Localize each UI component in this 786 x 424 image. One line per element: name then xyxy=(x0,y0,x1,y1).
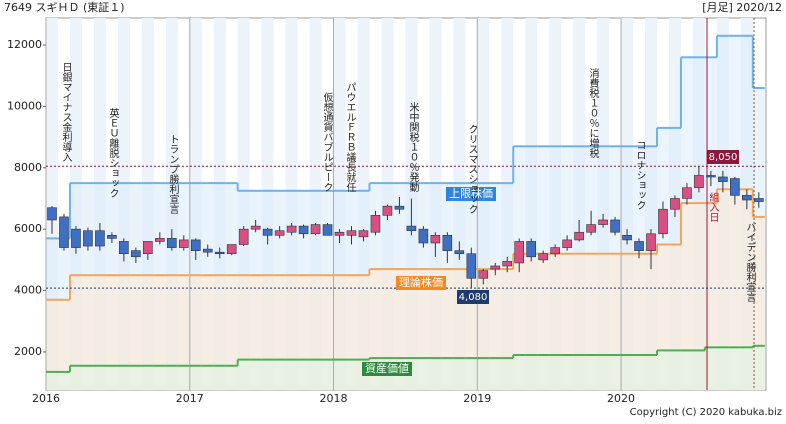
annotation: 仮想通貨バブルピーク xyxy=(321,91,333,192)
candle-body xyxy=(310,224,321,235)
candle-body xyxy=(418,228,429,244)
candle-body xyxy=(622,235,632,241)
candle-body xyxy=(346,230,357,236)
legend-label: 資産価値 xyxy=(365,362,409,375)
candle-body xyxy=(107,235,117,239)
candle-body xyxy=(502,261,513,267)
candle-body xyxy=(430,235,441,244)
y-tick-label: 6000 xyxy=(14,222,42,235)
candle-body xyxy=(382,205,393,216)
candle-body xyxy=(119,241,129,255)
level-label-box xyxy=(457,290,489,304)
annotation: クリスマスショック xyxy=(466,124,477,214)
level-label: 4,080 xyxy=(459,292,488,303)
candle-body xyxy=(202,248,213,253)
candle-body xyxy=(562,239,572,248)
candle-body xyxy=(190,239,201,251)
y-tick-label: 4000 xyxy=(14,284,42,297)
candle-body xyxy=(47,207,57,221)
candle-body xyxy=(59,216,69,248)
candle-body xyxy=(286,225,297,233)
candle-body xyxy=(95,230,105,247)
candle-body xyxy=(250,225,261,230)
candle-body xyxy=(143,241,153,255)
series-label-box xyxy=(396,276,446,290)
candle-body xyxy=(706,175,716,178)
candle-body xyxy=(167,238,177,248)
candle-body xyxy=(214,251,225,255)
candle-body xyxy=(406,225,417,232)
candle-body xyxy=(742,195,752,201)
annotation: 日銀マイナス金利導入 xyxy=(60,62,72,162)
annotation: コロナショック xyxy=(634,140,645,210)
candle-body xyxy=(442,235,453,251)
candle-body xyxy=(131,250,141,258)
x-tick-label: 2016 xyxy=(32,392,60,405)
annotation: パウエルＦＲＢ議長就任 xyxy=(344,82,356,193)
candle-body xyxy=(454,250,465,255)
plot-background xyxy=(45,17,767,391)
annotation: 英ＥＵ離脱ショック xyxy=(107,107,119,198)
candle-body xyxy=(334,231,345,236)
series-label-box xyxy=(362,362,412,376)
chart-title: 7649 スギＨＤ (東証１) xyxy=(4,1,125,14)
candle-body xyxy=(71,228,81,248)
candle-body xyxy=(370,215,381,233)
candle-body xyxy=(83,230,93,247)
candle-body xyxy=(526,241,537,258)
annotation: 米中関税１０％発動 xyxy=(407,101,419,193)
candle-body xyxy=(322,224,333,236)
candle-body xyxy=(490,265,501,270)
y-tick-label: 10000 xyxy=(7,99,42,112)
candle-body xyxy=(658,208,668,235)
candle-body xyxy=(586,224,596,233)
candle-body xyxy=(646,233,656,251)
candle-body xyxy=(718,176,728,182)
candle-body xyxy=(466,253,477,279)
annotation: 組入日 xyxy=(707,191,719,222)
month-stripe xyxy=(46,18,58,390)
chart-subtitle: [月足] 2020/12 xyxy=(702,1,782,14)
series-label-box xyxy=(446,187,496,201)
candle-body xyxy=(730,178,740,196)
candle-body xyxy=(538,253,548,261)
candle-body xyxy=(155,238,165,242)
candle-body xyxy=(514,241,525,264)
candle-body xyxy=(610,219,620,233)
candle-body xyxy=(274,230,285,236)
y-tick-label: 8000 xyxy=(14,161,42,174)
legend-label: 理論株価 xyxy=(399,275,443,289)
candle-body xyxy=(262,228,273,236)
candle-body xyxy=(226,244,237,255)
candle-body xyxy=(574,231,584,241)
candle-body xyxy=(694,175,704,189)
candle-body xyxy=(238,228,249,245)
x-tick-label: 2017 xyxy=(176,392,204,405)
annotation: 消費税１０％に増税 xyxy=(587,67,599,159)
copyright: Copyright (C) 2020 kabuka.biz xyxy=(630,407,782,418)
candle-body xyxy=(550,247,560,255)
x-tick-label: 2020 xyxy=(607,392,635,405)
candle-body xyxy=(298,225,309,235)
candle-body xyxy=(178,239,189,248)
candle-body xyxy=(394,205,405,210)
candle-body xyxy=(634,241,644,251)
candle-body xyxy=(670,198,680,210)
level-label-box xyxy=(707,150,739,164)
y-tick-label: 12000 xyxy=(7,38,42,51)
candle-body xyxy=(598,219,608,225)
legend-label: 上限株価 xyxy=(449,186,493,200)
y-tick-label: 2000 xyxy=(14,345,42,358)
candle-body xyxy=(358,230,369,238)
x-tick-label: 2019 xyxy=(463,392,491,405)
annotation: トランプ勝利宣言 xyxy=(167,134,179,215)
level-label: 8,050 xyxy=(709,152,738,163)
candle-body xyxy=(478,270,489,279)
annotation: バイデン勝利宣言 xyxy=(744,222,756,303)
candle-body xyxy=(754,198,764,202)
x-tick-label: 2018 xyxy=(320,392,348,405)
candle-body xyxy=(682,187,692,199)
